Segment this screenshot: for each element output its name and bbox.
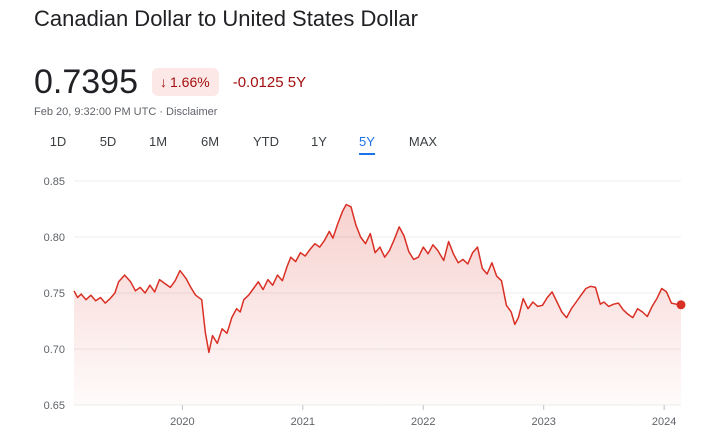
y-tick-label: 0.65 xyxy=(44,400,65,412)
tab-5d[interactable]: 5D xyxy=(99,134,117,149)
y-axis-ticks: 0.85 0.80 0.75 0.70 0.65 xyxy=(44,176,65,412)
tab-max[interactable]: MAX xyxy=(408,134,438,149)
x-tick-label: 2023 xyxy=(531,416,555,428)
tab-5y[interactable]: 5Y xyxy=(359,134,375,155)
price-row: 0.7395 ↓ 1.66% -0.0125 5Y xyxy=(34,62,306,102)
current-value-dot xyxy=(676,300,686,310)
change-absolute: -0.0125 5Y xyxy=(232,73,307,91)
price-chart[interactable]: 0.850.800.750.700.65 2020 2021 2022 2023 202… xyxy=(0,160,727,446)
current-price: 0.7395 xyxy=(34,63,138,101)
tab-1d[interactable]: 1D xyxy=(49,134,67,149)
tab-6m[interactable]: 6M xyxy=(200,134,220,149)
x-tick-label: 2021 xyxy=(291,416,315,428)
y-tick-label: 0.80 xyxy=(44,232,65,244)
tab-ytd[interactable]: YTD xyxy=(253,134,279,149)
y-tick-label: 0.85 xyxy=(44,176,65,188)
y-tick-label: 0.70 xyxy=(44,344,65,356)
x-tick-label: 2024 xyxy=(652,416,676,428)
active-tab-indicator xyxy=(359,153,375,155)
x-axis-ticks: 2020 2021 2022 2023 2024 xyxy=(170,405,676,428)
timestamp-disclaimer: Feb 20, 9:32:00 PM UTC · Disclaimer xyxy=(34,106,218,118)
price-area-fill xyxy=(74,204,681,405)
x-tick-label: 2022 xyxy=(411,416,435,428)
y-tick-label: 0.75 xyxy=(44,288,65,300)
price-line xyxy=(73,203,682,354)
change-percent-value: 1.66% xyxy=(170,74,210,90)
tab-1m[interactable]: 1M xyxy=(148,134,168,149)
page-title: Canadian Dollar to United States Dollar xyxy=(34,6,418,31)
tab-1y[interactable]: 1Y xyxy=(311,134,327,149)
arrow-down-icon: ↓ xyxy=(160,74,167,90)
x-tick-label: 2020 xyxy=(170,416,194,428)
change-percent-badge: ↓ 1.66% xyxy=(152,68,219,96)
